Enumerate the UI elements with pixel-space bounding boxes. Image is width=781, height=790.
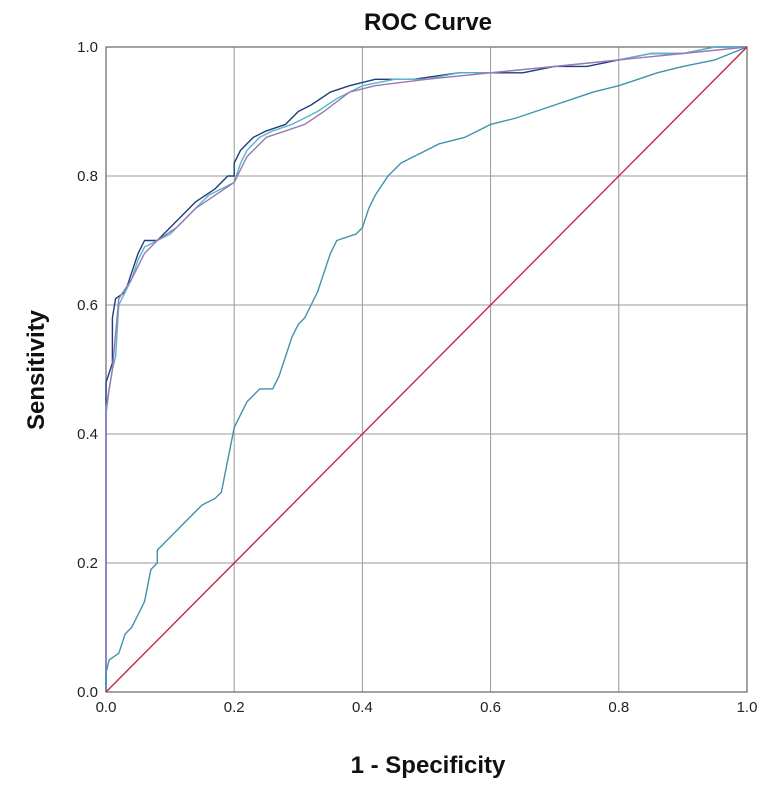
series-line-model-c xyxy=(105,46,748,692)
y-tick-label: 0.4 xyxy=(77,426,98,443)
series-line-model-d xyxy=(105,46,748,692)
x-tick-label: 0.0 xyxy=(96,699,117,716)
y-tick-label: 0.8 xyxy=(77,168,98,185)
x-tick-label: 1.0 xyxy=(737,699,758,716)
y-tick-label: 0.2 xyxy=(77,555,98,572)
y-tick-label: 0.6 xyxy=(77,297,98,314)
y-tick-label: 1.0 xyxy=(77,39,98,56)
x-tick-label: 0.2 xyxy=(224,699,245,716)
plot-frame xyxy=(105,46,748,693)
x-tick-label: 0.6 xyxy=(480,699,501,716)
y-axis-label: Sensitivity xyxy=(23,309,50,430)
grid-layer xyxy=(106,47,747,692)
x-axis-label: 1 - Specificity xyxy=(351,752,506,779)
series-line-reference-line xyxy=(105,46,748,693)
tick-layer: 0.0 0.2 0.4 0.6 0.8 1.0 0.0 0.2 0.4 0.6 0.8 1.0 xyxy=(77,39,757,716)
series-layer xyxy=(105,46,748,693)
y-tick-label: 0.0 xyxy=(77,684,98,701)
chart-title: ROC Curve xyxy=(364,9,492,36)
x-tick-label: 0.4 xyxy=(352,699,373,716)
x-tick-label: 0.8 xyxy=(608,699,629,716)
